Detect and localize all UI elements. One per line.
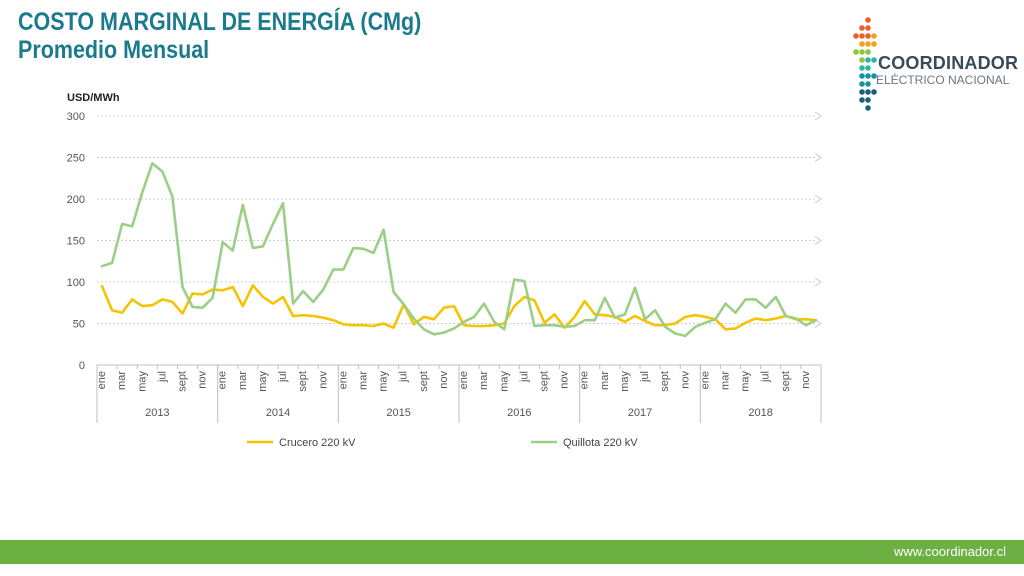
y-tick-label: 100 <box>67 277 85 289</box>
x-tick-label-month: ene <box>96 371 108 389</box>
logo-dot <box>865 105 871 111</box>
logo-dot <box>871 73 877 79</box>
logo-dot <box>859 97 865 103</box>
logo-dot <box>859 41 865 47</box>
x-tick-label-month: mar <box>116 371 128 390</box>
x-tick-label-month: sept <box>780 371 792 392</box>
x-tick-label-month: sept <box>418 371 430 392</box>
logo-dot <box>859 57 865 63</box>
x-tick-label-month: jul <box>398 371 410 383</box>
logo-dot <box>859 33 865 39</box>
gridline-arrow-icon <box>814 277 822 287</box>
x-tick-label-month: mar <box>599 371 611 390</box>
logo-dot <box>853 33 859 39</box>
coordinador-logo-icon <box>853 17 877 111</box>
x-tick-label-month: may <box>619 371 631 392</box>
legend-label: Quillota 220 kV <box>563 437 638 449</box>
logo-subtitle: ELÉCTRICO NACIONAL <box>876 73 1010 87</box>
y-tick-label: 250 <box>67 153 85 165</box>
logo-dot <box>865 73 871 79</box>
x-tick-label-month: mar <box>478 371 490 390</box>
x-tick-label-month: ene <box>579 371 591 389</box>
logo-dot <box>865 97 871 103</box>
logo-dot <box>859 73 865 79</box>
logo-dot <box>871 41 877 47</box>
x-tick-label-year: 2016 <box>507 407 531 419</box>
x-tick-label-month: may <box>257 371 269 392</box>
x-tick-label-year: 2014 <box>266 407 290 419</box>
x-tick-label-month: may <box>378 371 390 392</box>
footer-url[interactable]: www.coordinador.cl <box>894 544 1006 559</box>
logo-dot <box>865 41 871 47</box>
series-line-quillota <box>100 162 818 338</box>
x-tick-label-month: nov <box>559 371 571 389</box>
logo-dot <box>865 81 871 87</box>
logo-dot <box>859 49 865 55</box>
x-tick-label-month: mar <box>237 371 249 390</box>
x-tick-label-month: sept <box>538 371 550 392</box>
x-tick-label-month: jul <box>639 371 651 383</box>
logo-dot <box>859 25 865 31</box>
logo-dot <box>853 49 859 55</box>
logo-dot <box>859 89 865 95</box>
x-tick-label-month: ene <box>699 371 711 389</box>
x-tick-label-month: nov <box>197 371 209 389</box>
x-tick-label-month: jul <box>760 371 772 383</box>
series-line-crucero <box>100 284 818 331</box>
x-tick-label-month: sept <box>176 371 188 392</box>
y-tick-label: 300 <box>67 111 85 123</box>
logo-dot <box>871 33 877 39</box>
logo-dot <box>865 89 871 95</box>
x-tick-label-month: jul <box>277 371 289 383</box>
logo-dot <box>859 65 865 71</box>
x-tick-label-month: mar <box>719 371 731 390</box>
y-tick-label: 50 <box>73 319 85 331</box>
y-tick-label: 150 <box>67 236 85 248</box>
x-tick-label-year: 2017 <box>628 407 652 419</box>
x-tick-label-month: nov <box>438 371 450 389</box>
logo-dot <box>865 65 871 71</box>
x-tick-label-month: jul <box>518 371 530 383</box>
logo-dot <box>865 25 871 31</box>
title-line-2: Promedio Mensual <box>18 36 210 64</box>
x-tick-label-month: nov <box>679 371 691 389</box>
slide-title: COSTO MARGINAL DE ENERGÍA (CMg) Promedio… <box>18 8 421 64</box>
x-tick-label-month: mar <box>357 371 369 390</box>
x-tick-label-year: 2015 <box>386 407 410 419</box>
logo-dot <box>865 57 871 63</box>
x-tick-label-month: may <box>740 371 752 392</box>
x-tick-label-month: may <box>498 371 510 392</box>
logo-dot <box>865 49 871 55</box>
x-tick-label-month: jul <box>156 371 168 383</box>
footer-bar: www.coordinador.cl <box>0 540 1024 564</box>
logo-dot <box>871 89 877 95</box>
legend-label: Crucero 220 kV <box>279 437 356 449</box>
x-tick-label-month: nov <box>317 371 329 389</box>
y-axis-label: USD/MWh <box>67 92 120 104</box>
title-line-1: COSTO MARGINAL DE ENERGÍA (CMg) <box>18 8 422 36</box>
y-tick-label: 0 <box>79 360 85 372</box>
x-tick-label-month: ene <box>217 371 229 389</box>
x-tick-label-month: sept <box>659 371 671 392</box>
x-tick-label-month: may <box>136 371 148 392</box>
gridline-arrow-icon <box>814 111 822 121</box>
x-tick-label-month: ene <box>337 371 349 389</box>
gridline-arrow-icon <box>814 194 822 204</box>
gridline-arrow-icon <box>814 153 822 162</box>
logo-wordmark: COORDINADOR <box>878 53 1019 73</box>
y-tick-label: 200 <box>67 194 85 206</box>
x-tick-label-year: 2013 <box>145 407 169 419</box>
logo-dot <box>859 81 865 87</box>
logo-dot <box>865 17 871 23</box>
logo-dot <box>871 57 877 63</box>
x-tick-label-month: sept <box>297 371 309 392</box>
x-tick-label-month: nov <box>800 371 812 389</box>
gridline-arrow-icon <box>814 236 822 245</box>
logo-dot <box>865 33 871 39</box>
x-tick-label-month: ene <box>458 371 470 389</box>
x-tick-label-year: 2018 <box>748 407 772 419</box>
